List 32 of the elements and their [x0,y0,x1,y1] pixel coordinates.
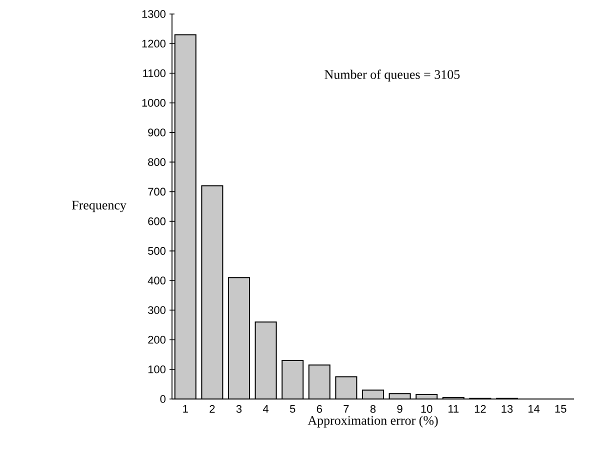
x-tick-label: 12 [474,405,486,413]
x-tick-label: 10 [421,405,432,413]
y-tick-label: 0 [160,395,166,403]
x-tick-label: 4 [262,405,269,413]
y-tick-label: 200 [148,336,166,344]
y-axis-title: Frequency [72,200,126,212]
y-tick-label: 1200 [142,40,166,48]
x-tick-label: 8 [370,405,376,413]
x-tick-label: 11 [448,405,459,413]
x-tick-label: 1 [183,405,188,413]
y-tick-label: 300 [148,306,166,314]
y-tick-label: 1100 [143,69,166,78]
x-tick-label: 9 [397,405,402,413]
y-tick-label: 900 [148,128,166,136]
x-tick-label: 6 [316,405,322,413]
y-tick-label: 700 [148,188,166,196]
y-tick-label: 1000 [142,98,166,107]
y-tick-label: 100 [148,366,166,374]
x-tick-label: 15 [555,405,566,413]
y-tick-label: 600 [148,217,166,226]
y-tick-label: 800 [148,158,166,166]
y-tick-label: 1300 [142,10,166,18]
x-tick-label: 3 [236,405,242,413]
x-tick-label: 13 [502,405,513,413]
x-axis-title: Approximation error (%) [308,416,438,428]
x-tick-label: 2 [210,405,215,413]
annotation: Number of queues = 3105 [324,70,460,82]
x-tick-label: 7 [344,405,349,413]
y-tick-label: 400 [148,276,166,284]
y-tick-label: 500 [148,247,166,255]
x-tick-label: 5 [290,405,296,413]
x-tick-label: 14 [528,405,540,413]
